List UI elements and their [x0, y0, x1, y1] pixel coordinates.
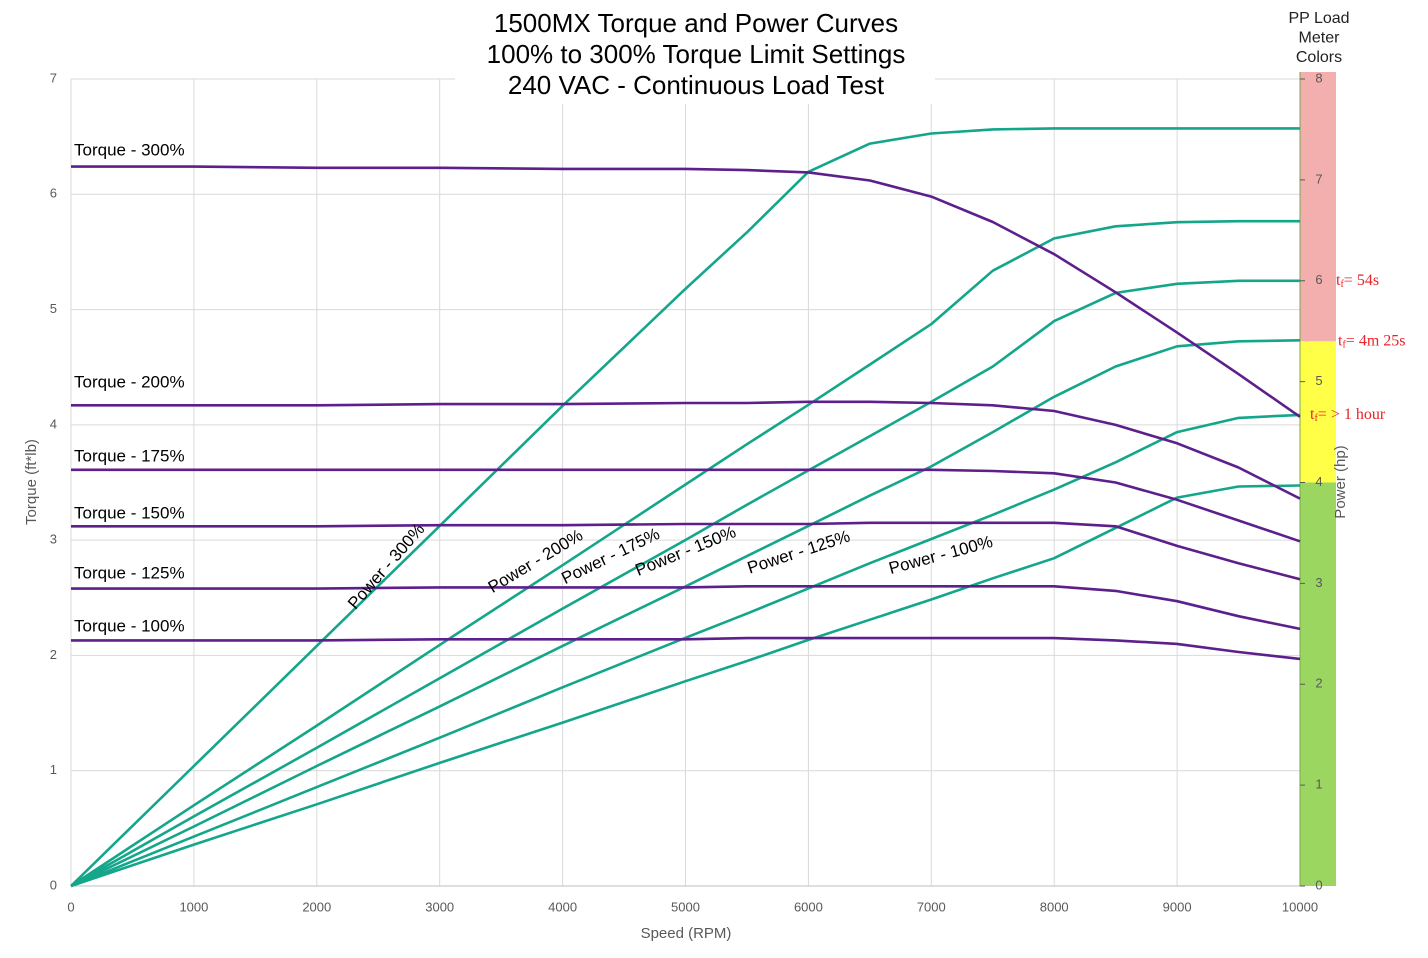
series-label: Torque - 200%	[74, 372, 185, 391]
annotation-sub: f	[1342, 340, 1346, 351]
meter-title: Colors	[1296, 49, 1342, 66]
x-tick-label: 1000	[179, 899, 208, 914]
power-line	[70, 127, 1300, 887]
annotation-sub: f	[1340, 279, 1344, 290]
annotation-t: t	[1338, 332, 1343, 349]
meter-annotation: tf= 54s	[1336, 271, 1379, 290]
torque-line	[71, 468, 1301, 543]
y-tick-label: 2	[50, 647, 57, 662]
meter-band	[1300, 482, 1336, 886]
y-tick-label: 5	[50, 301, 57, 316]
meter-band	[1300, 72, 1336, 342]
y-tick-label: 1	[50, 762, 57, 777]
y2-tick-label: 2	[1315, 676, 1322, 691]
x-tick-label: 8000	[1040, 899, 1069, 914]
y2-tick-label: 4	[1315, 474, 1322, 489]
y-tick-label: 6	[50, 186, 57, 201]
y2-tick-label: 6	[1315, 272, 1322, 287]
torque-line	[71, 636, 1301, 661]
y-tick-label: 3	[50, 532, 57, 547]
meter-annotation: tf= 4m 25s	[1338, 332, 1406, 351]
power-line	[70, 413, 1301, 888]
series-label: Torque - 100%	[74, 616, 185, 635]
meter-title: Meter	[1299, 30, 1341, 47]
x-tick-label: 9000	[1163, 899, 1192, 914]
series-label: Torque - 300%	[74, 140, 185, 159]
y-tick-label: 4	[50, 416, 57, 431]
x-tick-label: 6000	[794, 899, 823, 914]
x-tick-label: 2000	[302, 899, 331, 914]
series-label: Power - 100%	[887, 532, 995, 578]
y-axis-label: Torque (ft*lb)	[23, 439, 40, 525]
y2-axis-label: Power (hp)	[1332, 445, 1349, 518]
torque-line	[71, 165, 1301, 418]
y2-tick-label: 5	[1315, 373, 1322, 388]
y2-tick-label: 8	[1315, 70, 1322, 85]
series-label: Power - 300%	[344, 520, 428, 613]
power-line	[70, 484, 1301, 888]
x-tick-label: 3000	[425, 899, 454, 914]
annotation-text: = 54s	[1344, 271, 1379, 288]
y2-tick-label: 7	[1315, 171, 1322, 186]
meter-annotation: tf= > 1 hour	[1310, 406, 1386, 425]
x-axis-label: Speed (RPM)	[641, 925, 732, 942]
torque-line	[71, 400, 1301, 500]
x-tick-label: 5000	[671, 899, 700, 914]
x-tick-label: 10000	[1282, 899, 1318, 914]
annotation-text: = 4m 25s	[1346, 332, 1406, 349]
torque-line	[71, 521, 1301, 581]
chart-title: 1500MX Torque and Power Curves	[494, 8, 898, 38]
annotation-sub: f	[1314, 413, 1318, 424]
chart-title: 100% to 300% Torque Limit Settings	[487, 39, 906, 69]
x-tick-label: 7000	[917, 899, 946, 914]
y2-tick-label: 3	[1315, 575, 1322, 590]
annotation-text: = > 1 hour	[1318, 406, 1386, 423]
meter-title: PP Load	[1288, 10, 1349, 27]
series-label: Torque - 175%	[74, 446, 185, 465]
y2-tick-label: 0	[1315, 877, 1322, 892]
meter-band	[1300, 341, 1336, 483]
power-line	[70, 339, 1301, 888]
series-label: Torque - 150%	[74, 503, 185, 522]
title-bg	[455, 6, 935, 104]
y-tick-label: 0	[50, 877, 57, 892]
power-line	[70, 279, 1300, 888]
annotation-t: t	[1310, 406, 1315, 423]
power-line	[70, 219, 1300, 888]
chart-title: 240 VAC - Continuous Load Test	[508, 70, 885, 100]
x-tick-label: 0	[67, 899, 74, 914]
y-tick-label: 7	[50, 70, 57, 85]
annotation-t: t	[1336, 271, 1341, 288]
y2-tick-label: 1	[1315, 777, 1322, 792]
torque-line	[71, 585, 1301, 631]
x-tick-label: 4000	[548, 899, 577, 914]
series-label: Torque - 125%	[74, 563, 185, 582]
series-label: Power - 125%	[745, 527, 852, 578]
